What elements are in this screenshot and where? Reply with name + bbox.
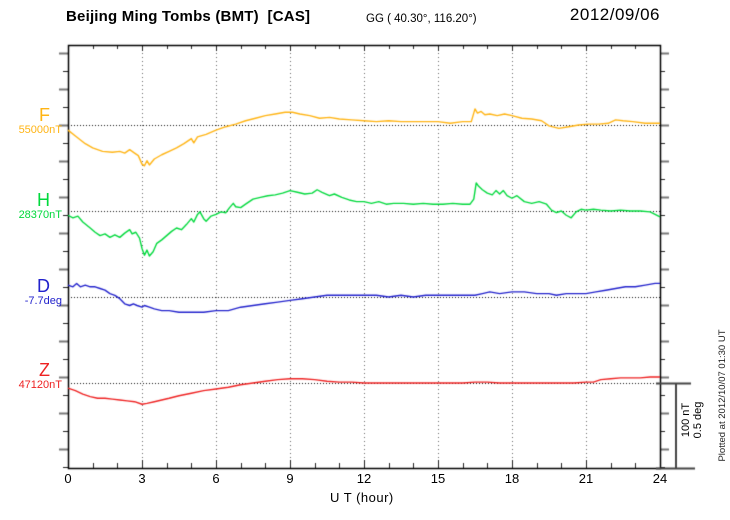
- x-tick-label: 6: [212, 471, 220, 486]
- x-tick-label: 3: [138, 471, 146, 486]
- component-baseline: 55000nT: [18, 124, 62, 136]
- x-tick-label: 18: [504, 471, 520, 486]
- scale-bar-nt: 100 nT: [680, 402, 692, 438]
- x-tick-label: 15: [430, 471, 446, 486]
- x-tick-label: 12: [356, 471, 372, 486]
- x-tick-label: 0: [64, 471, 72, 486]
- component-baseline: 28370nT: [18, 209, 62, 221]
- plotted-at-note: Plotted at 2012/10/07 01:30 UT: [717, 329, 728, 462]
- component-label-f: F 55000nT: [0, 106, 62, 137]
- component-label-h: H 28370nT: [0, 191, 62, 222]
- x-tick-label: 9: [286, 471, 294, 486]
- station-title: Beijing Ming Tombs (BMT) [CAS]: [66, 8, 311, 25]
- component-baseline: 47120nT: [18, 379, 62, 391]
- component-label-d: D -7.7deg: [0, 277, 62, 308]
- component-baseline: -7.7deg: [24, 295, 62, 307]
- x-tick-label: 21: [578, 471, 594, 486]
- plot-date: 2012/09/06: [569, 5, 660, 24]
- geographic-coords: GG ( 40.30°, 116.20°): [366, 13, 477, 25]
- component-letter: D: [37, 276, 50, 296]
- scale-bar-deg: 0.5 deg: [692, 401, 704, 439]
- component-label-z: Z 47120nT: [0, 361, 62, 392]
- component-letter: F: [39, 105, 50, 125]
- component-letter: Z: [39, 360, 50, 380]
- scale-bar-label: 100 nT 0.5 deg: [680, 360, 704, 480]
- x-axis-label: U T (hour): [330, 490, 394, 505]
- x-tick-label: 24: [652, 471, 668, 486]
- component-letter: H: [37, 190, 50, 210]
